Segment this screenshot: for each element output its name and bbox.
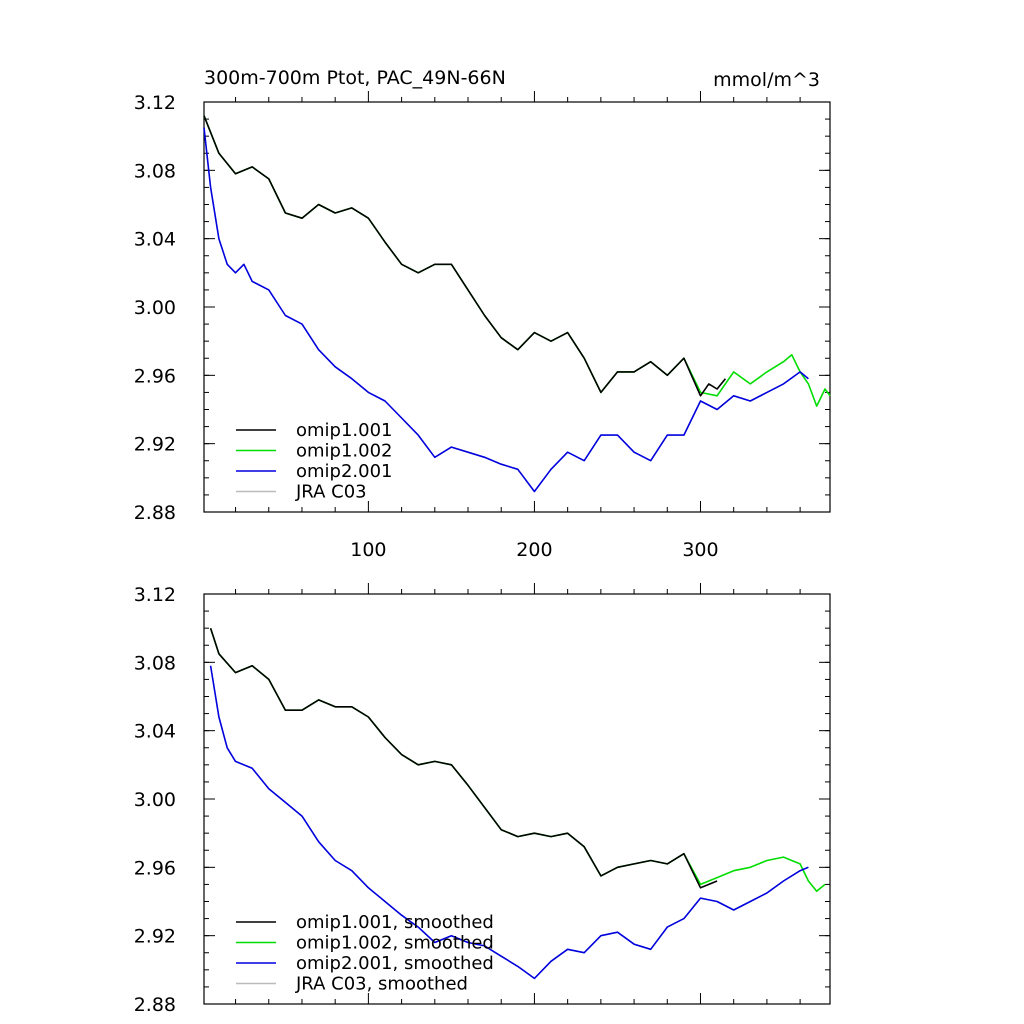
- legend-label: omip1.002: [296, 441, 393, 462]
- series-line: [209, 627, 826, 893]
- y-tick-label: 2.88: [134, 994, 176, 1016]
- y-tick-label: 3.08: [134, 160, 176, 182]
- y-tick-label: 3.12: [134, 584, 176, 606]
- x-tick-label: 200: [516, 539, 552, 561]
- x-tick-label: 300: [682, 539, 718, 561]
- y-tick-label: 2.96: [134, 365, 176, 387]
- top-panel: 2.88 2.92 2.96 3.00 3.04 3.08 3.12 100 200 300 omi…: [134, 91, 831, 561]
- legend-label: JRA C03, smoothed: [295, 974, 468, 995]
- legend-label: omip1.002, smoothed: [296, 933, 494, 954]
- legend-label: omip1.001, smoothed: [296, 912, 494, 933]
- y-tick-label: 3.08: [134, 652, 176, 674]
- x-tick-label: 100: [350, 539, 386, 561]
- chart-title: 300m-700m Ptot, PAC_49N-66N: [204, 67, 506, 89]
- y-tick-label: 3.12: [134, 92, 176, 114]
- y-tick-label: 3.04: [134, 721, 176, 743]
- y-tick-label: 3.00: [134, 789, 176, 811]
- y-tick-label: 2.88: [134, 502, 176, 524]
- series-line: [203, 127, 809, 493]
- y-tick-label: 3.04: [134, 229, 176, 251]
- series-line: [209, 627, 718, 889]
- y-tick-label: 2.92: [134, 434, 176, 456]
- legend-label: omip1.001: [296, 420, 393, 441]
- series-line: [203, 115, 727, 397]
- y-tick-label: 3.00: [134, 297, 176, 319]
- bottom-panel: 2.88 2.92 2.96 3.00 3.04 3.08 3.12 omip1.001, s…: [134, 583, 831, 1016]
- y-tick-label: 2.92: [134, 926, 176, 948]
- legend-label: omip2.001, smoothed: [296, 953, 494, 974]
- units-label: mmol/m^3: [713, 69, 820, 91]
- legend-label: JRA C03: [295, 482, 367, 503]
- y-tick-label: 2.96: [134, 857, 176, 879]
- legend-label: omip2.001: [296, 461, 393, 482]
- series-line: [203, 115, 831, 407]
- series-line: [209, 665, 809, 980]
